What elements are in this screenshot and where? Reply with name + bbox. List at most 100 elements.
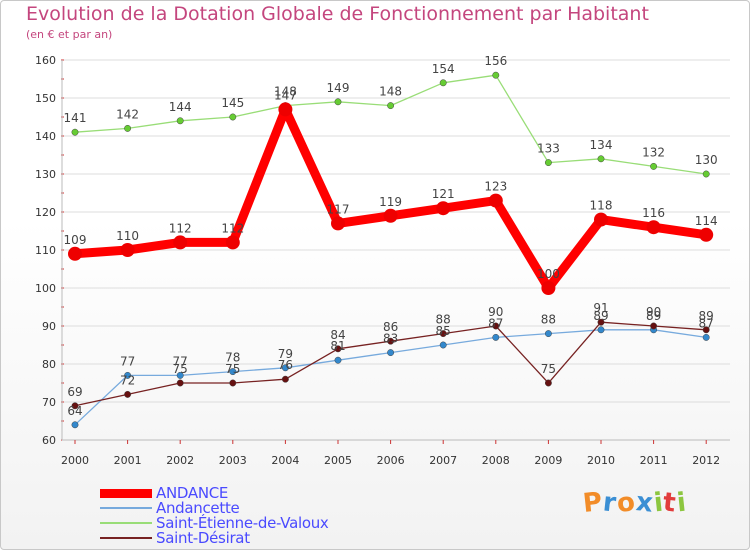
data-label: 154 [432,62,455,76]
data-point [541,281,556,295]
data-point [702,333,710,341]
data-point [594,212,608,227]
data-label: 116 [642,206,665,220]
data-label: 148 [379,85,402,99]
legend-label: Andancette [156,499,240,517]
x-tick-label: 2000 [61,454,89,467]
data-label: 91 [593,301,608,315]
data-label: 76 [278,358,293,372]
data-point [334,345,342,353]
data-point [699,227,714,242]
logo-letter: i [675,487,689,519]
data-label: 79 [278,347,293,361]
y-tick-label: 140 [35,130,56,143]
data-label: 81 [330,339,345,353]
data-point [439,330,447,338]
data-label: 90 [488,305,503,319]
data-point [225,235,240,250]
legend-label: Saint-Désirat [156,529,250,547]
legend-label: Saint-Étienne-de-Valoux [156,514,329,532]
data-point [176,371,184,379]
data-point [71,421,79,429]
data-point [120,243,135,257]
data-label: 147 [274,88,297,102]
data-label: 117 [327,202,350,216]
data-label: 144 [169,100,192,114]
data-label: 110 [116,229,139,243]
x-tick-label: 2004 [271,454,299,467]
data-label: 87 [488,316,503,330]
data-point [650,322,658,330]
data-label: 75 [225,362,240,376]
data-point [597,155,605,163]
data-label: 119 [379,195,402,209]
proxiti-logo: Proxiti [581,487,689,519]
y-tick-label: 70 [42,396,56,409]
data-point [544,379,552,387]
y-tick-label: 90 [42,320,56,333]
chart-subtitle: (en € et par an) [26,28,113,41]
data-point [334,356,342,364]
data-label: 156 [484,54,507,68]
data-point [492,71,500,79]
data-label: 84 [330,328,345,342]
data-point [383,208,398,223]
data-label: 87 [699,316,714,330]
data-label: 133 [537,142,560,156]
data-point [702,326,710,334]
data-point [124,390,132,398]
y-tick-label: 60 [42,434,56,447]
data-label: 89 [699,309,714,323]
data-label: 118 [590,199,613,213]
data-label: 86 [383,320,398,334]
data-label: 64 [67,404,82,418]
data-label: 77 [173,354,188,368]
data-label: 145 [221,96,244,110]
data-point [173,235,188,250]
x-tick-label: 2012 [692,454,720,467]
data-point [331,216,345,231]
x-tick-label: 2003 [219,454,247,467]
x-tick-label: 2001 [114,454,142,467]
data-point [439,79,447,87]
data-point [68,246,82,261]
legend-swatch [100,507,152,509]
y-tick-label: 100 [35,282,56,295]
y-tick-label: 150 [35,92,56,105]
data-point [334,98,342,106]
x-tick-label: 2006 [377,454,405,467]
x-tick-label: 2007 [429,454,457,467]
data-label: 134 [590,138,613,152]
data-label: 132 [642,145,665,159]
x-tick-label: 2011 [640,454,668,467]
data-label: 114 [695,214,718,228]
data-label: 100 [537,267,560,281]
data-point [492,333,500,341]
data-point [544,159,552,167]
data-point [544,330,552,338]
data-point [492,322,500,330]
data-point [436,201,451,216]
data-label: 121 [432,187,455,201]
chart-title: Evolution de la Dotation Globale de Fonc… [26,3,649,25]
y-tick-label: 120 [35,206,56,219]
data-point [281,375,289,383]
data-label: 69 [67,385,82,399]
data-point [439,341,447,349]
data-point [229,379,237,387]
data-point [650,162,658,170]
data-point [646,220,661,235]
y-tick-label: 110 [35,244,56,257]
data-point [124,124,132,132]
data-point [597,326,605,334]
data-label: 141 [64,111,87,125]
data-label: 130 [695,153,718,167]
data-label: 148 [274,85,297,99]
data-point [702,170,710,178]
data-label: 78 [225,351,240,365]
data-label: 149 [327,81,350,95]
data-point [387,349,395,357]
y-tick-label: 160 [35,54,56,67]
